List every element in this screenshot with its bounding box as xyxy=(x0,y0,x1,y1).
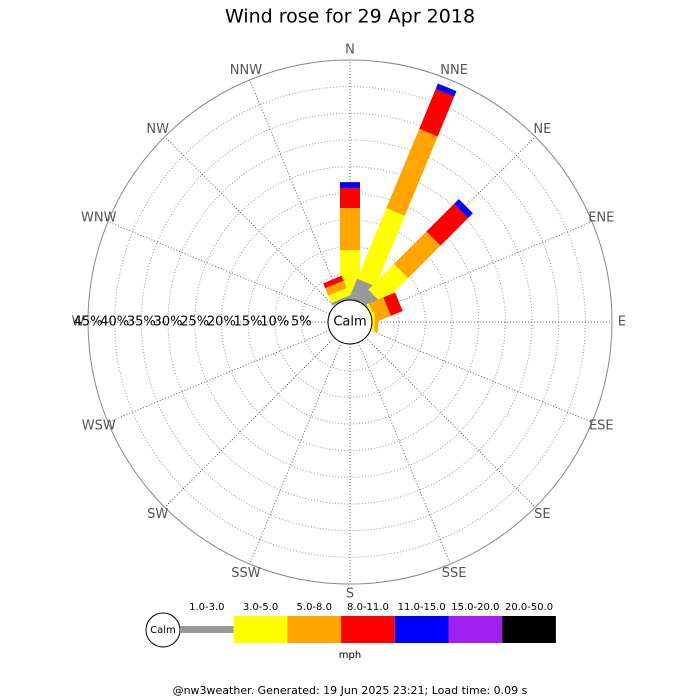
direction-label: NNW xyxy=(230,63,262,78)
direction-label: SE xyxy=(534,507,550,522)
direction-label: NNE xyxy=(440,63,468,78)
ring-label: 30% xyxy=(154,315,183,330)
wind-bar xyxy=(340,182,360,188)
ring-label: 45% xyxy=(74,315,103,330)
wind-bar xyxy=(331,295,351,306)
grid-ring xyxy=(87,59,613,585)
ring-label: 15% xyxy=(234,315,263,330)
direction-label: W xyxy=(72,315,85,330)
direction-label: WSW xyxy=(82,419,116,434)
legend-calm-label: Calm xyxy=(150,625,176,636)
wind-bar xyxy=(357,208,405,287)
spoke xyxy=(164,337,335,508)
direction-label: NW xyxy=(146,122,169,137)
wind-bar xyxy=(368,263,409,304)
ring-label: 40% xyxy=(100,315,129,330)
direction-label: SW xyxy=(147,507,168,522)
wind-bar xyxy=(371,312,375,332)
chart-title: Wind rose for 29 Apr 2018 xyxy=(225,6,475,28)
wind-bar xyxy=(323,275,344,289)
legend-label: 1.0-3.0 xyxy=(189,602,224,613)
legend-swatch xyxy=(233,616,288,643)
legend-swatch xyxy=(287,616,342,643)
footer: @nw3weather. Generated: 19 Jun 2025 23:2… xyxy=(173,684,528,697)
wind-bar xyxy=(383,292,403,316)
wind-bar xyxy=(419,88,455,137)
grid-ring xyxy=(194,166,506,478)
direction-label: ENE xyxy=(588,210,614,225)
spoke xyxy=(164,136,335,307)
direction-label: NE xyxy=(533,122,551,137)
ring-label: 20% xyxy=(207,315,236,330)
wind-bar xyxy=(386,128,438,216)
legend-label: 8.0-11.0 xyxy=(347,602,389,613)
spoke xyxy=(365,337,536,508)
ring-label: 35% xyxy=(127,315,156,330)
ring-label: 25% xyxy=(180,315,209,330)
wind-bar xyxy=(340,188,360,208)
wind-bar xyxy=(325,280,347,296)
legend-swatch xyxy=(448,616,503,643)
legend-swatch xyxy=(180,626,234,633)
legend-swatch xyxy=(502,616,556,643)
calm-circle xyxy=(327,299,373,345)
wind-bar xyxy=(374,312,378,332)
spoke xyxy=(370,221,593,315)
spoke xyxy=(107,329,330,423)
spoke xyxy=(370,329,593,423)
spoke xyxy=(249,79,343,302)
spoke xyxy=(357,342,451,565)
spoke xyxy=(107,221,330,315)
wind-bar xyxy=(453,199,473,219)
direction-label: E xyxy=(618,315,626,330)
wind-bar xyxy=(393,231,441,279)
legend-swatch xyxy=(341,616,395,643)
wind-bar xyxy=(426,203,469,246)
direction-label: SSW xyxy=(231,566,261,581)
legend-label: 11.0-15.0 xyxy=(398,602,446,613)
legend-label: 15.0-20.0 xyxy=(451,602,499,613)
direction-label: WNW xyxy=(81,210,117,225)
direction-label: ESE xyxy=(589,419,614,434)
legend-label: 20.0-50.0 xyxy=(505,602,553,613)
legend-label: 3.0-5.0 xyxy=(243,602,278,613)
direction-label: SSE xyxy=(442,566,467,581)
calm-label: Calm xyxy=(333,315,366,330)
legend-unit: mph xyxy=(339,650,361,661)
wind-bar xyxy=(435,83,457,97)
wind-bar xyxy=(328,287,350,304)
legend-swatch xyxy=(394,616,449,643)
wind-bar xyxy=(340,208,360,251)
ring-label: 5% xyxy=(291,315,312,330)
direction-label: S xyxy=(346,587,354,602)
ring-label: 10% xyxy=(260,315,289,330)
legend-label: 5.0-8.0 xyxy=(297,602,332,613)
direction-label: N xyxy=(345,43,355,58)
grid-ring xyxy=(247,219,453,425)
spoke xyxy=(249,342,343,565)
